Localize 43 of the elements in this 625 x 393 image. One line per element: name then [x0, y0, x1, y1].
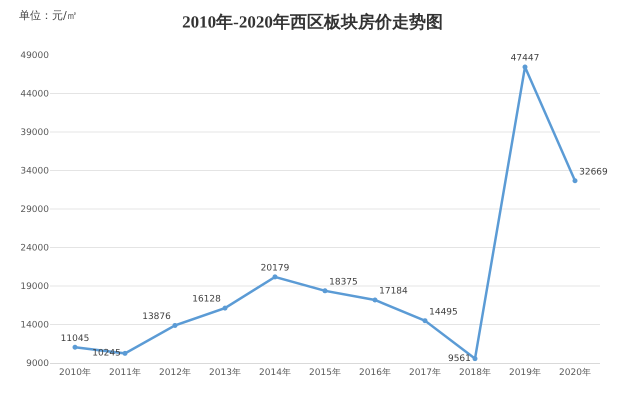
- y-tick-label: 19000: [20, 282, 50, 292]
- data-label: 18375: [329, 277, 358, 288]
- x-tick-label: 2018年: [459, 366, 491, 378]
- data-label: 16128: [192, 294, 222, 305]
- point: [272, 274, 278, 280]
- data-label: 32669: [579, 167, 608, 178]
- y-tick-label: 29000: [20, 205, 50, 216]
- point: [172, 322, 178, 328]
- data-label: 47447: [510, 54, 540, 64]
- x-tick-label: 2014年: [259, 366, 291, 378]
- y-tick-label: 39000: [20, 128, 50, 138]
- y-tick-label: 49000: [20, 51, 50, 62]
- point: [572, 178, 578, 184]
- y-tick-label: 44000: [20, 90, 50, 100]
- point: [72, 344, 78, 350]
- point: [522, 64, 528, 70]
- point: [322, 288, 328, 294]
- y-tick-label: 34000: [20, 166, 50, 177]
- chart-title: 2010年-2020年西区板块房价走势图: [182, 12, 443, 32]
- point: [222, 306, 228, 311]
- y-tick-label: 24000: [20, 244, 50, 254]
- y-tick-label: 9000: [26, 359, 50, 370]
- x-tick-label: 2010年: [59, 366, 91, 378]
- point: [372, 297, 378, 302]
- data-label: 17184: [379, 286, 408, 297]
- x-tick-label: 2017年: [409, 366, 441, 378]
- data-label: 20179: [260, 264, 290, 274]
- point: [422, 318, 428, 324]
- x-tick-label: 2020年: [559, 366, 591, 378]
- x-tick-label: 2011年: [109, 366, 141, 378]
- point: [122, 350, 128, 356]
- data-label: 13876: [142, 312, 172, 322]
- y-axis-title: 单位：元/㎡: [19, 9, 78, 22]
- point: [472, 356, 478, 362]
- x-tick-label: 2012年: [159, 366, 191, 378]
- x-tick-label: 2015年: [309, 366, 341, 378]
- data-label: 11045: [60, 334, 90, 344]
- data-label: 9561: [448, 354, 471, 364]
- x-tick-label: 2016年: [359, 366, 391, 378]
- x-tick-label: 2019年: [509, 366, 541, 378]
- data-label: 14495: [429, 307, 458, 318]
- y-tick-label: 14000: [20, 320, 50, 331]
- x-tick-label: 2013年: [209, 366, 241, 378]
